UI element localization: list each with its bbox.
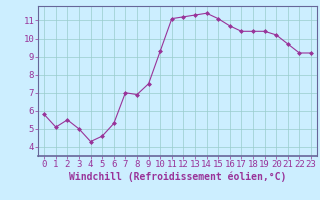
X-axis label: Windchill (Refroidissement éolien,°C): Windchill (Refroidissement éolien,°C) bbox=[69, 172, 286, 182]
